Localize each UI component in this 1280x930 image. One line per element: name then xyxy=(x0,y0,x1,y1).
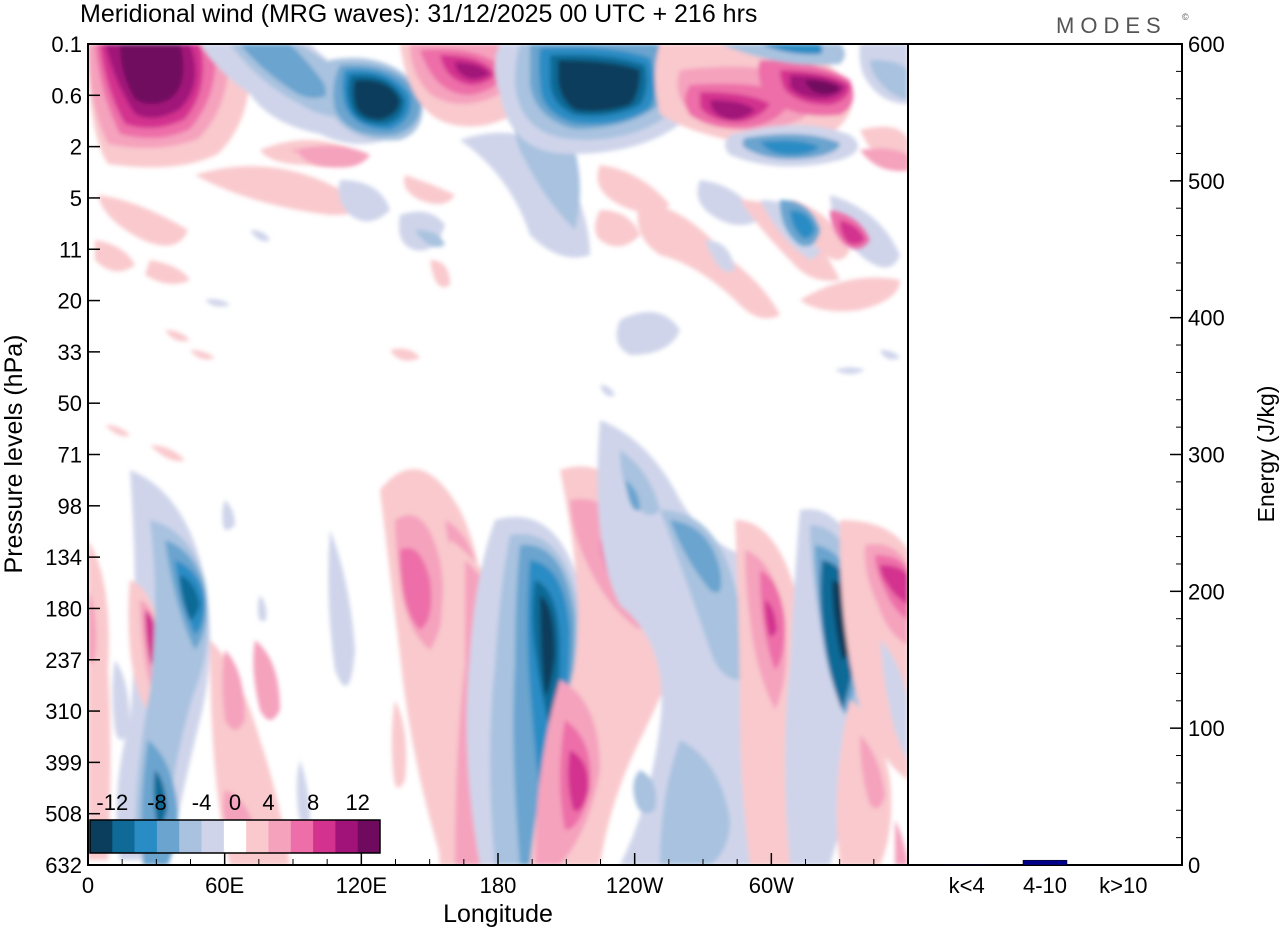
modes-logo: MODES © xyxy=(1056,12,1189,38)
logo-mark: © xyxy=(1182,12,1189,22)
y-tick-label: 2 xyxy=(70,135,82,160)
colorbar-swatch xyxy=(90,820,113,853)
colorbar-label: -4 xyxy=(192,790,212,815)
energy-category-label: 4-10 xyxy=(1023,873,1067,898)
energy-bar xyxy=(1022,859,1068,866)
colorbar-label: -8 xyxy=(147,790,167,815)
energy-tick-label: 300 xyxy=(1188,443,1225,468)
y-tick-label: 632 xyxy=(45,853,82,878)
tropo-waves xyxy=(88,420,908,865)
energy-tick-label: 100 xyxy=(1188,716,1225,741)
y-axis: 0.1 0.6 2 5 11 20 33 50 71 98 134 180 237 310 399 508 63… xyxy=(45,32,100,878)
chart-title: Meridional wind (MRG waves): 31/12/2025 … xyxy=(80,0,757,28)
energy-tick-label: 500 xyxy=(1188,169,1225,194)
energy-tick-label: 200 xyxy=(1188,579,1225,604)
colorbar-swatch xyxy=(335,820,358,853)
energy-bar xyxy=(1101,864,1146,866)
x-tick-label: 60E xyxy=(205,873,244,898)
x-tick-label: 120W xyxy=(606,873,664,898)
colorbar-swatch xyxy=(313,820,336,853)
y-tick-label: 134 xyxy=(45,545,82,570)
colorbar-swatch xyxy=(223,820,247,853)
x-tick-label: 120E xyxy=(336,873,387,898)
colorbar-label: 0 xyxy=(229,790,241,815)
energy-bars: k<4 4-10 k>10 xyxy=(944,859,1147,898)
x-axis-label: Longitude xyxy=(443,900,553,928)
strato-waves xyxy=(88,44,908,307)
energy-axis-label: Energy (J/kg) xyxy=(1253,386,1279,523)
y-tick-label: 508 xyxy=(45,802,82,827)
x-tick-label: 0 xyxy=(82,873,94,898)
energy-category-label: k<4 xyxy=(949,873,985,898)
y-tick-label: 50 xyxy=(58,391,82,416)
energy-tick-label: 0 xyxy=(1188,853,1200,878)
colorbar-swatch xyxy=(201,820,225,853)
y-tick-label: 20 xyxy=(58,289,82,314)
colorbar-frame xyxy=(89,819,381,854)
colorbar-label: 8 xyxy=(307,790,319,815)
y-tick-label: 237 xyxy=(45,648,82,673)
energy-tick-label: 600 xyxy=(1188,32,1225,57)
y-tick-label: 71 xyxy=(58,443,82,468)
x-axis: 0 60E 120E 180 120W 60W xyxy=(82,853,875,898)
colorbar-label: -12 xyxy=(96,790,128,815)
x-tick-label: 180 xyxy=(480,873,517,898)
colorbar-swatch xyxy=(156,820,180,853)
energy-plot-frame xyxy=(907,43,1183,866)
colorbar-swatch xyxy=(246,820,269,853)
y-tick-label: 11 xyxy=(59,237,82,262)
y-axis-label: Pressure levels (hPa) xyxy=(0,335,28,574)
y-tick-label: 33 xyxy=(58,340,82,365)
energy-bar xyxy=(944,864,989,866)
colorbar-swatch xyxy=(112,820,135,853)
colorbar-swatch xyxy=(134,820,158,853)
colorbar-label: 4 xyxy=(262,790,274,815)
contour-field xyxy=(88,44,908,865)
y-tick-label: 0.6 xyxy=(51,83,82,108)
energy-axis: 0 100 200 300 400 500 600 xyxy=(1170,32,1225,878)
colorbar-swatch xyxy=(290,820,314,853)
y-tick-label: 0.1 xyxy=(51,32,82,57)
colorbar-label: 12 xyxy=(345,790,369,815)
logo-text: MODES xyxy=(1056,13,1167,38)
y-tick-label: 399 xyxy=(45,750,82,775)
x-tick-label: 60W xyxy=(749,873,794,898)
energy-tick-label: 400 xyxy=(1188,306,1225,331)
colorbar-swatch xyxy=(268,820,292,853)
y-tick-label: 98 xyxy=(58,494,82,519)
colorbar-swatch xyxy=(357,820,381,853)
y-tick-label: 180 xyxy=(45,596,82,621)
y-tick-label: 310 xyxy=(45,699,82,724)
colorbar-swatch xyxy=(179,820,202,853)
y-tick-label: 5 xyxy=(70,186,82,211)
colorbar: -12 -8 -4 0 4 8 12 xyxy=(89,790,381,854)
energy-category-label: k>10 xyxy=(1099,873,1147,898)
